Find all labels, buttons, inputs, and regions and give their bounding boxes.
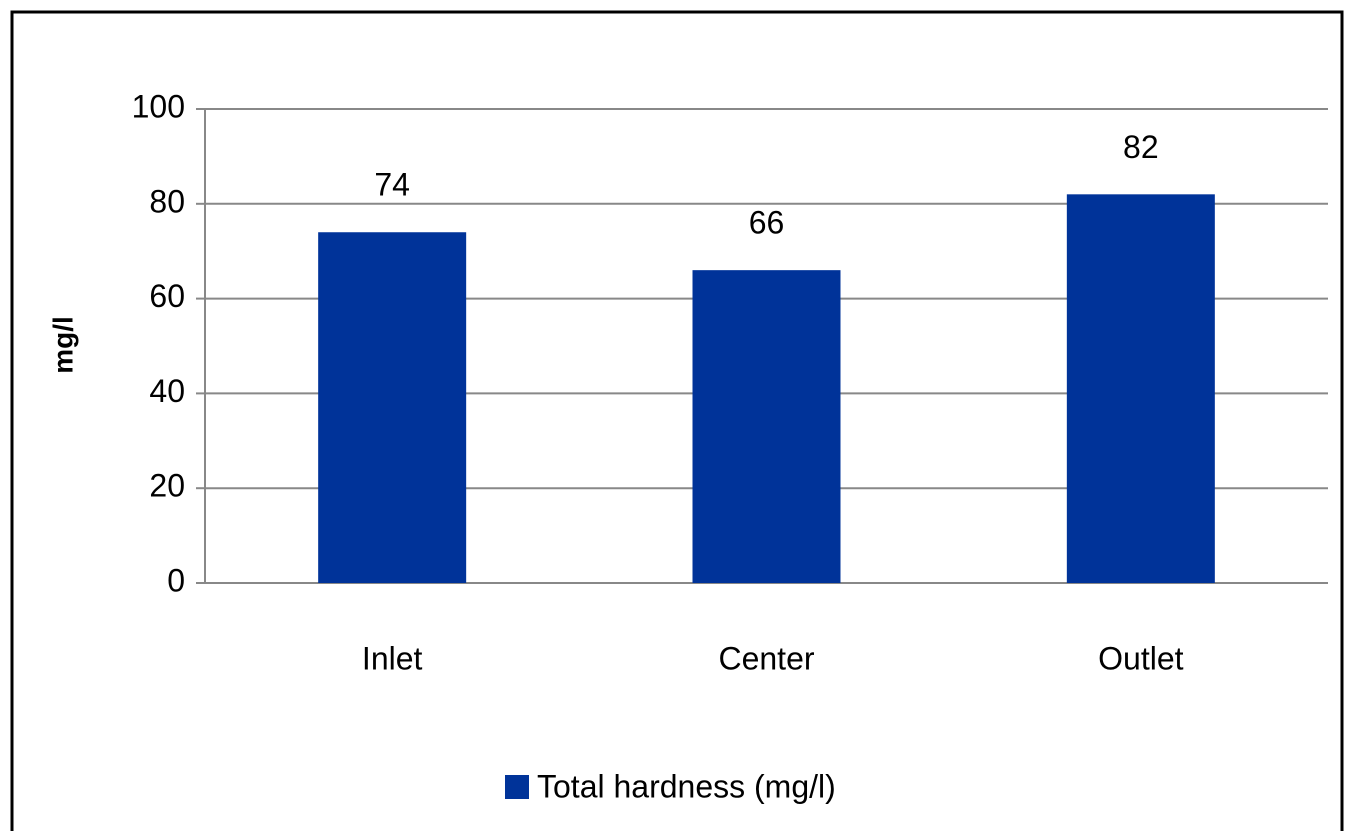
y-tick-label: 0: [167, 562, 185, 598]
y-tick-label: 60: [149, 278, 185, 314]
y-axis-label: mg/l: [47, 316, 78, 374]
data-label: 74: [374, 167, 410, 203]
data-label: 82: [1123, 129, 1159, 165]
x-tick-label: Center: [718, 640, 814, 676]
y-tick-label: 40: [149, 373, 185, 409]
bar: [692, 270, 841, 583]
bar: [318, 232, 467, 584]
data-label: 66: [749, 205, 785, 241]
x-tick-label: Outlet: [1098, 640, 1183, 676]
y-tick-label: 20: [149, 468, 185, 504]
y-tick-label: 100: [132, 88, 185, 124]
bar: [1066, 194, 1215, 583]
legend-swatch: [505, 775, 529, 799]
chart-border: [10, 10, 1344, 831]
y-tick-label: 80: [149, 183, 185, 219]
legend-label: Total hardness (mg/l): [537, 768, 836, 804]
x-tick-label: Inlet: [362, 640, 423, 676]
